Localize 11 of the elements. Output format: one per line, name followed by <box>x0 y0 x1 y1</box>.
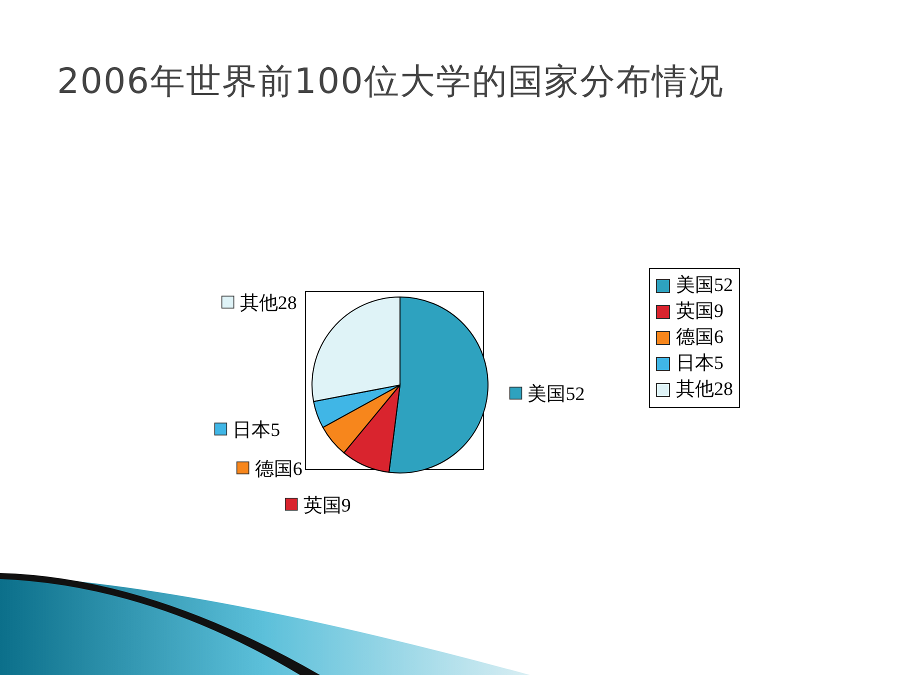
category-label: 日本5 <box>676 352 724 374</box>
legend-label: 英国9 <box>303 495 351 516</box>
category-label: 德国6 <box>676 326 724 348</box>
legend-label: 美国52 <box>528 383 585 406</box>
legend-label: 其他28 <box>240 293 297 314</box>
chart-title: 2006年世界前100位大学的国家分布情况 <box>57 61 724 104</box>
legend-label: 日本5 <box>232 420 280 442</box>
category-label: 美国52 <box>676 274 733 296</box>
legend-label: 德国6 <box>254 458 302 480</box>
category-label: 英国9 <box>676 300 724 322</box>
category-label: 其他28 <box>676 378 733 400</box>
